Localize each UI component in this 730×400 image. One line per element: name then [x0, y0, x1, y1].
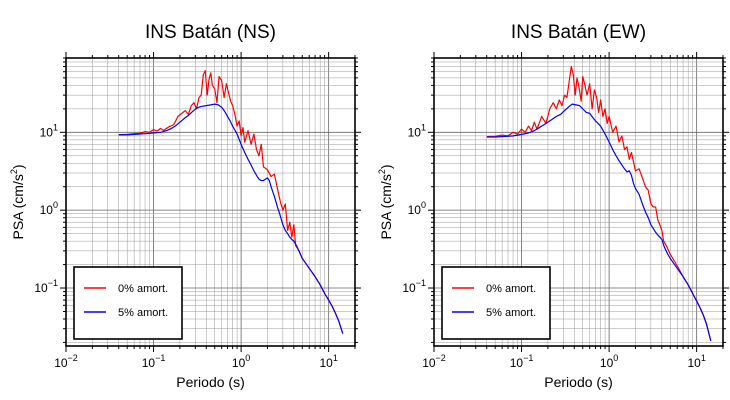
x-tick-label: 10−1 [510, 353, 534, 370]
chart-panel: 10−2 10−1 100 101 10−1 100 101 INS Batán (NS) Pe… [9, 22, 361, 390]
tick-marks [428, 52, 729, 352]
legend-box [73, 266, 183, 340]
x-axis-label: Periodo (s) [176, 374, 244, 390]
chart-title: INS Batán (EW) [511, 22, 646, 43]
plot-frame [65, 57, 356, 347]
x-axis-label: Periodo (s) [544, 374, 612, 390]
legend: 0% amort. 5% amort. [441, 266, 551, 340]
series-line-red [118, 70, 344, 334]
legend-box [441, 266, 551, 340]
series-line-blue [118, 103, 344, 334]
chart-title: INS Batán (NS) [145, 22, 276, 43]
tick-marks [60, 52, 361, 352]
y-tick-label: 101 [408, 122, 426, 139]
x-tick-label: 100 [600, 353, 618, 370]
y-axis-label: PSA (cm/s2) [377, 164, 394, 239]
legend-label: 5% amort. [486, 307, 536, 319]
legend-label: 0% amort. [486, 283, 536, 295]
y-axis-label: PSA (cm/s2) [9, 164, 26, 239]
chart-panel: 10−2 10−1 100 101 10−1 100 101 INS Batán (EW) Pe… [377, 22, 729, 390]
legend-label: 0% amort. [118, 283, 168, 295]
y-tick-label: 101 [40, 122, 58, 139]
x-tick-label: 101 [319, 353, 337, 370]
legend-label: 5% amort. [118, 307, 168, 319]
x-tick-label: 10−2 [54, 353, 78, 370]
x-tick-label: 10−2 [422, 353, 446, 370]
x-tick-label: 100 [232, 353, 250, 370]
y-tick-label: 100 [40, 200, 58, 217]
series-line-red [486, 65, 712, 341]
y-tick-label: 100 [408, 200, 426, 217]
y-tick-label: 10−1 [34, 278, 58, 295]
plot-frame [433, 57, 724, 347]
x-tick-label: 101 [687, 353, 705, 370]
y-tick-label: 10−1 [402, 278, 426, 295]
series-line-blue [486, 103, 712, 341]
legend: 0% amort. 5% amort. [73, 266, 183, 340]
x-tick-label: 10−1 [142, 353, 166, 370]
